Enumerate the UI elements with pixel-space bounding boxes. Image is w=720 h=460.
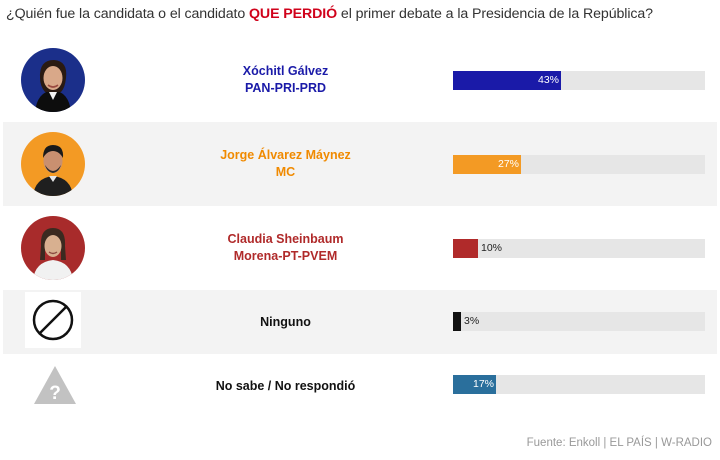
question-highlight: QUE PERDIÓ xyxy=(248,6,338,22)
bar-label-party: PAN-PRI-PRD xyxy=(244,81,327,95)
bar-fill xyxy=(453,375,496,394)
bar-label: No sabe / No respondió xyxy=(173,378,398,395)
bar-fill xyxy=(453,239,478,258)
bar-label-name: Claudia Sheinbaum xyxy=(227,232,344,246)
bar-label: Ninguno xyxy=(173,314,398,331)
bar-track: 10% xyxy=(453,239,705,258)
bar-fill xyxy=(453,312,461,331)
bar-track: 27% xyxy=(453,155,705,174)
bar-label-party: Morena-PT-PVEM xyxy=(233,249,338,263)
bar-value-label: 17% xyxy=(472,378,494,390)
bar-row: Jorge Álvarez Máynez MC 27% xyxy=(3,122,717,206)
question-text-before: ¿Quién fue la candidata o el candidato xyxy=(6,6,249,22)
bar-value-label: 10% xyxy=(481,242,503,254)
prohibited-circle-icon xyxy=(25,292,81,348)
bar-label: Jorge Álvarez Máynez MC xyxy=(173,147,398,181)
bar-track: 17% xyxy=(453,375,705,394)
bar-track: 3% xyxy=(453,312,705,331)
candidate-photo-jorge-alvarez-maynez xyxy=(21,132,85,196)
bar-label: Claudia Sheinbaum Morena-PT-PVEM xyxy=(173,231,398,265)
bar-row: Xóchitl Gálvez PAN-PRI-PRD 43% xyxy=(3,38,717,122)
bar-label-name: No sabe / No respondió xyxy=(215,379,356,393)
chart-question: ¿Quién fue la candidata o el candidato Q… xyxy=(6,6,718,22)
bar-value-label: 27% xyxy=(497,158,519,170)
bar-fill xyxy=(453,155,521,174)
bar-label: Xóchitl Gálvez PAN-PRI-PRD xyxy=(173,63,398,97)
bar-row: Ninguno 3% xyxy=(3,290,717,354)
bar-label-name: Xóchitl Gálvez xyxy=(242,64,329,78)
bar-row: Claudia Sheinbaum Morena-PT-PVEM 10% xyxy=(3,206,717,290)
bar-value-label: 3% xyxy=(464,315,480,327)
bar-fill xyxy=(453,71,561,90)
question-text-after: el primer debate a la Presidencia de la … xyxy=(337,6,653,22)
bar-label-name: Jorge Álvarez Máynez xyxy=(220,148,351,162)
bar-row: ? No sabe / No respondió 17% xyxy=(3,354,717,418)
bar-track: 43% xyxy=(453,71,705,90)
candidate-photo-claudia-sheinbaum xyxy=(21,216,85,280)
bar-value-label: 43% xyxy=(537,74,559,86)
candidate-photo-xochitl-galvez xyxy=(21,48,85,112)
question-triangle-icon: ? xyxy=(31,362,79,406)
bar-label-party: MC xyxy=(275,165,296,179)
svg-text:?: ? xyxy=(49,383,61,404)
source-note: Fuente: Enkoll | EL PAÍS | W-RADIO xyxy=(526,437,712,449)
bar-label-name: Ninguno xyxy=(260,315,311,329)
